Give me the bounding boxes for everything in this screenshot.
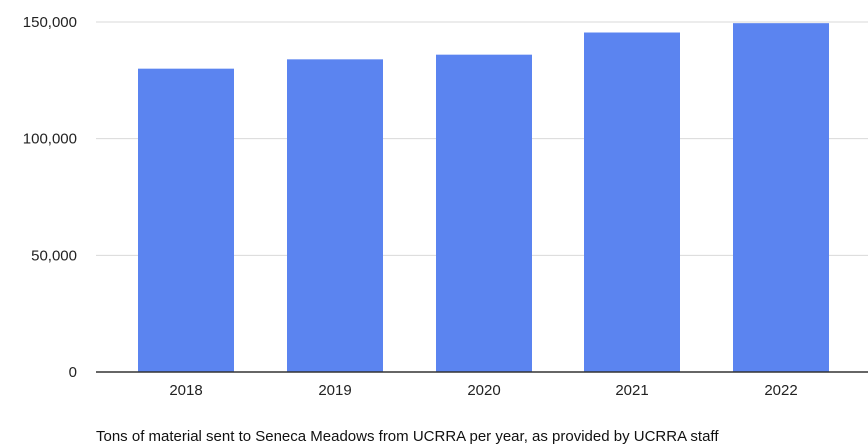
x-axis-tick-labels: 2018 2019 2020 2021 2022 xyxy=(169,382,797,399)
y-tick-label: 50,000 xyxy=(31,247,77,264)
x-tick-label: 2018 xyxy=(169,382,202,399)
x-tick-label: 2019 xyxy=(318,382,351,399)
y-tick-label: 0 xyxy=(69,364,77,381)
y-axis-tick-labels: 0 50,000 100,000 150,000 xyxy=(23,14,77,381)
bar-2019 xyxy=(287,59,383,372)
y-tick-label: 100,000 xyxy=(23,131,77,148)
x-tick-label: 2022 xyxy=(764,382,797,399)
bar-2021 xyxy=(584,32,680,372)
bar-2022 xyxy=(733,23,829,373)
x-tick-label: 2020 xyxy=(467,382,500,399)
chart-caption: Tons of material sent to Seneca Meadows … xyxy=(96,428,719,445)
y-tick-label: 150,000 xyxy=(23,14,77,31)
x-tick-label: 2021 xyxy=(615,382,648,399)
bars xyxy=(138,23,829,373)
bar-2018 xyxy=(138,68,234,373)
bar-2020 xyxy=(436,54,532,373)
